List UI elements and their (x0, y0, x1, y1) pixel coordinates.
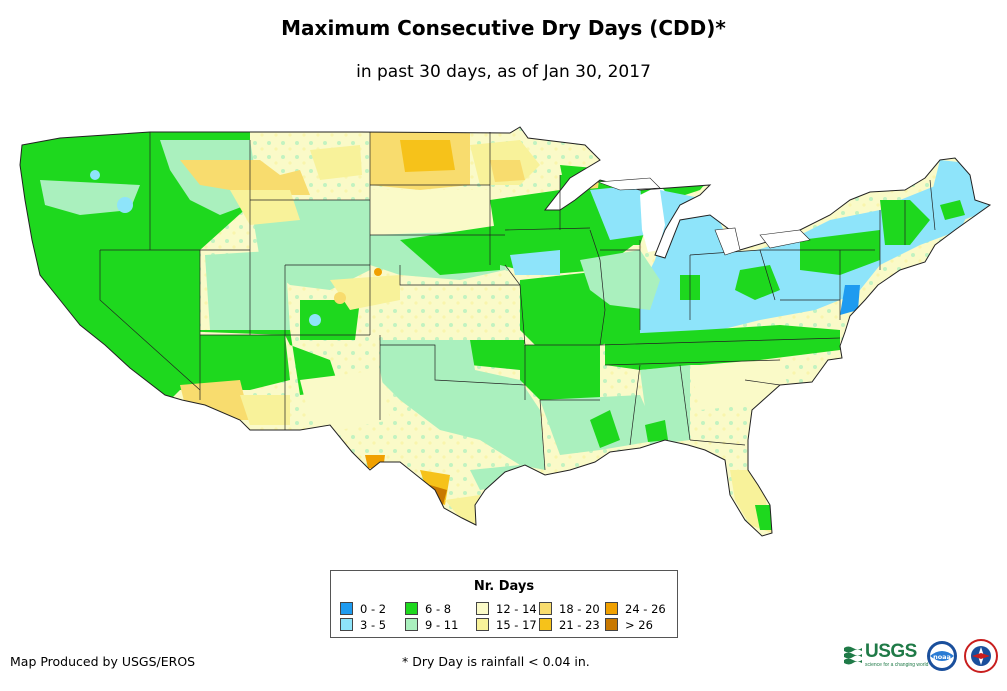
usgs-tagline: science for a changing world (865, 662, 929, 668)
map-credit: Map Produced by USGS/EROS (10, 654, 196, 669)
nws-logo (964, 639, 998, 673)
legend-swatch-3-5 (340, 618, 353, 631)
legend-swatch-15-17 (476, 618, 489, 631)
legend-item-21-23: 21 - 23 (539, 618, 600, 632)
legend-item-15-17: 15 - 17 (476, 618, 537, 632)
legend-swatch-21-23 (539, 618, 552, 631)
legend-swatch-0-2 (340, 602, 353, 615)
legend-swatch-12-14 (476, 602, 489, 615)
legend-item-18-20: 18 - 20 (539, 602, 600, 616)
legend-title: Nr. Days (473, 579, 535, 594)
legend-item-12-14: 12 - 14 (476, 602, 537, 616)
dry-day-footnote: * Dry Day is rainfall < 0.04 in. (402, 654, 590, 669)
legend-label: 18 - 20 (559, 602, 600, 616)
legend-label: 21 - 23 (559, 618, 600, 632)
legend-swatch-6-8 (405, 602, 418, 615)
legend-label: 9 - 11 (425, 618, 459, 632)
map-title: Maximum Consecutive Dry Days (CDD)* (281, 16, 726, 40)
legend-label: 0 - 2 (360, 602, 387, 616)
state-borders (99, 132, 936, 471)
legend-item-6-8: 6 - 8 (405, 602, 451, 616)
legend-item-gt-26: > 26 (605, 618, 653, 632)
legend-item-0-2: 0 - 2 (340, 602, 386, 616)
legend-swatch-9-11 (405, 618, 418, 631)
legend-item-24-26: 24 - 26 (605, 602, 666, 616)
map-legend: Nr. Days 0 - 2 3 - 5 6 - 8 9 - 11 12 - 1… (330, 570, 678, 638)
great-lakes (597, 177, 811, 256)
legend-label: 15 - 17 (496, 618, 537, 632)
usgs-wordmark: USGS (865, 641, 917, 662)
noaa-logo: noaa (927, 641, 957, 671)
map-subtitle: in past 30 days, as of Jan 30, 2017 (356, 62, 651, 82)
legend-swatch-24-26 (605, 602, 618, 615)
usgs-wave-icon (844, 646, 862, 665)
legend-item-3-5: 3 - 5 (340, 618, 386, 632)
legend-label: 12 - 14 (496, 602, 537, 616)
legend-swatch-gt-26 (605, 618, 618, 631)
legend-label: 24 - 26 (625, 602, 666, 616)
legend-label: 3 - 5 (360, 618, 387, 632)
usgs-logo: USGS science for a changing world (844, 641, 928, 669)
noaa-wordmark: noaa (933, 653, 951, 661)
map-fill (20, 127, 990, 536)
legend-swatch-18-20 (539, 602, 552, 615)
legend-label: 6 - 8 (425, 602, 452, 616)
legend-item-9-11: 9 - 11 (405, 618, 458, 632)
legend-label: > 26 (625, 618, 653, 632)
